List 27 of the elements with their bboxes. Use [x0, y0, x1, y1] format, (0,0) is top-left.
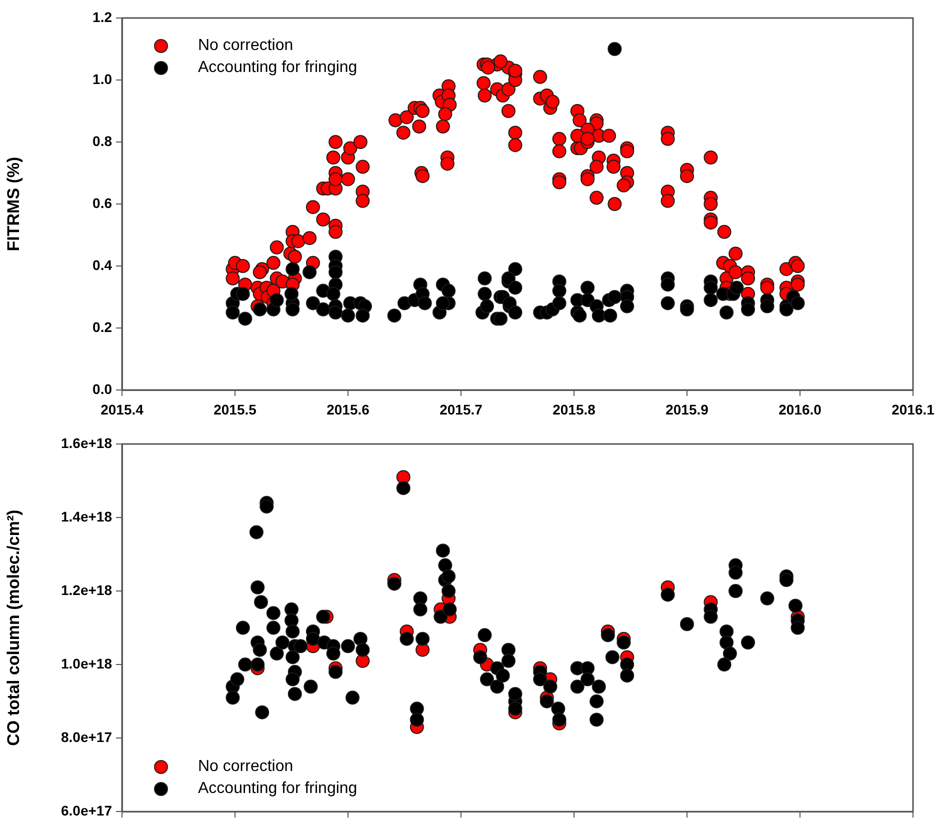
y-axis-title: FITRMS (%)	[4, 156, 23, 252]
y-tick-label: 1.6e+18	[61, 434, 112, 451]
x-tick-label: 2015.8	[552, 401, 596, 418]
y-tick-label: 1.2	[92, 8, 112, 25]
x-tick-label: 2016.1	[892, 401, 935, 418]
y-tick-label: 1.0	[92, 70, 112, 87]
y-axis-title: CO total column (molec./cm²)	[4, 510, 23, 746]
y-tick-label: 0.8	[92, 132, 112, 149]
legend-label: Accounting for fringing	[198, 58, 358, 78]
x-tick-label: 2016.0	[778, 401, 822, 418]
legend-label: No correction	[198, 36, 294, 56]
y-tick-label: 0.2	[92, 318, 112, 335]
y-tick-label: 1.0e+18	[61, 655, 112, 672]
x-tick-label: 2015.5	[214, 401, 257, 418]
y-tick-label: 0.6	[92, 194, 112, 211]
x-tick-label: 2015.7	[440, 401, 483, 418]
y-tick-label: 8.0e+17	[61, 728, 112, 745]
y-tick-label: 1.4e+18	[61, 508, 112, 524]
legend-label: No correction	[198, 756, 294, 777]
x-tick-label: 2015.4	[100, 401, 144, 418]
x-tick-label: 2015.6	[326, 401, 370, 418]
x-tick-label: 2015.9	[666, 401, 709, 418]
y-tick-label: 6.0e+17	[61, 802, 112, 818]
y-tick-label: 1.2e+18	[61, 582, 112, 598]
y-tick-label: 0.4	[92, 256, 112, 273]
legend-label: Accounting for fringing	[198, 778, 358, 799]
y-tick-label: 0.0	[92, 380, 112, 397]
